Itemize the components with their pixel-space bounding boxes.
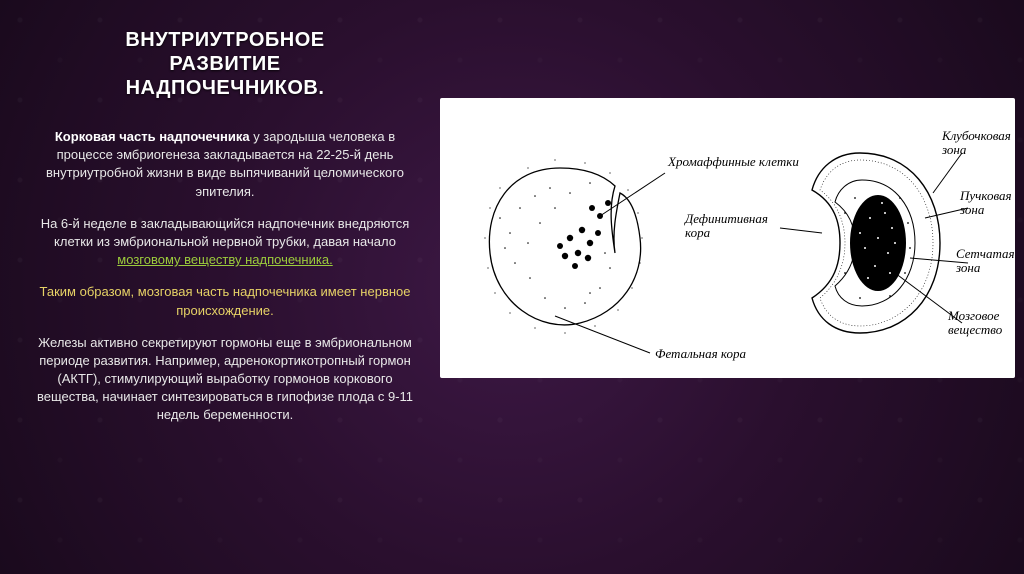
adrenal-diagram: Хромаффинные клетки Фетальная кора xyxy=(440,98,1015,378)
label-medulla-1: Мозговое xyxy=(947,308,1000,323)
leader-glomerulosa xyxy=(933,153,962,193)
left-outline xyxy=(489,168,640,325)
paragraph-2: На 6-й неделе в закладывающийся надпочеч… xyxy=(35,215,415,270)
label-reticularis-2: зона xyxy=(955,260,981,275)
leader-fetal-cortex xyxy=(555,316,650,353)
leader-definitive xyxy=(780,228,822,233)
label-fetal-cortex: Фетальная кора xyxy=(655,346,747,361)
paragraph-4: Железы активно секретируют гормоны еще в… xyxy=(35,334,415,425)
label-definitive-2: кора xyxy=(685,225,711,240)
title-line-3: НАДПОЧЕЧНИКОВ. xyxy=(125,76,324,100)
label-medulla-2: вещество xyxy=(948,322,1003,337)
stipple-fetal-cortex xyxy=(499,182,611,309)
label-fasciculata-1: Пучковая xyxy=(959,188,1012,203)
slide-title: ВНУТРИУТРОБНОЕ РАЗВИТИЕ НАДПОЧЕЧНИКОВ. xyxy=(125,28,324,100)
chromaffin-cluster xyxy=(557,200,611,269)
p1-bold: Корковая часть надпочечника xyxy=(55,129,250,144)
title-line-2: РАЗВИТИЕ xyxy=(125,52,324,76)
left-organ xyxy=(484,159,665,353)
label-definitive-1: Дефинитивная xyxy=(683,211,768,226)
p2-link: мозговому веществу надпочечника. xyxy=(117,252,332,267)
label-reticularis-1: Сетчатая xyxy=(956,246,1015,261)
slide: ВНУТРИУТРОБНОЕ РАЗВИТИЕ НАДПОЧЕЧНИКОВ. К… xyxy=(0,0,1024,574)
paragraph-3-highlight: Таким образом, мозговая часть надпочечни… xyxy=(35,283,415,319)
diagram-svg: Хромаффинные клетки Фетальная кора xyxy=(440,98,1015,378)
label-glomerulosa-1: Клубочковая xyxy=(941,128,1011,143)
label-glomerulosa-2: зона xyxy=(941,142,967,157)
p2-a: На 6-й неделе в закладывающийся надпочеч… xyxy=(41,216,410,249)
right-organ xyxy=(780,153,968,333)
paragraph-1: Корковая часть надпочечника у зародыша ч… xyxy=(35,128,415,201)
diagram-column: Хромаффинные клетки Фетальная кора xyxy=(440,0,1024,574)
leader-chromaffin xyxy=(600,173,665,216)
medulla-core xyxy=(850,195,906,291)
label-chromaffin-1: Хромаффинные клетки xyxy=(667,154,799,169)
text-column: ВНУТРИУТРОБНОЕ РАЗВИТИЕ НАДПОЧЕЧНИКОВ. К… xyxy=(0,0,440,574)
label-fasciculata-2: зона xyxy=(959,202,985,217)
title-line-1: ВНУТРИУТРОБНОЕ xyxy=(125,28,324,52)
